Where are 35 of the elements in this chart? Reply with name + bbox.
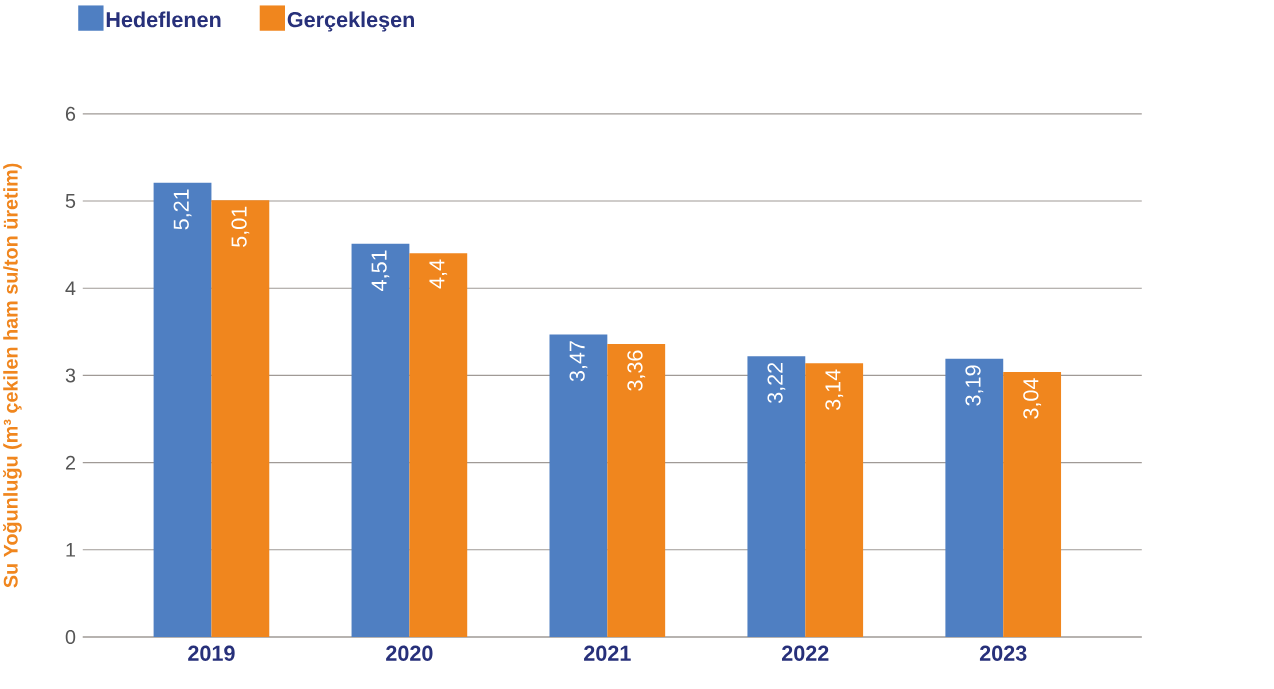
x-tick-label: 2021 [584, 645, 631, 662]
bar [211, 200, 270, 638]
data-label: 3,47 [569, 341, 588, 382]
bar [153, 182, 212, 638]
data-label: 4,4 [429, 259, 448, 289]
bar [351, 244, 410, 638]
y-tick-label: 6 [65, 107, 76, 122]
data-label: 3,04 [1023, 378, 1042, 420]
bar [549, 334, 608, 638]
y-axis-title: Su Yoğunluğu (m³ çekilen ham su/ton üretim) [2, 163, 22, 588]
legend-label: Hedeflenen [106, 11, 221, 28]
bar [747, 356, 806, 638]
data-label: 5,01 [231, 207, 250, 248]
y-tick-label: 2 [65, 455, 75, 470]
bar [945, 359, 1004, 638]
y-tick-label: 0 [65, 630, 76, 645]
data-label: 4,51 [371, 250, 390, 292]
data-label: 5,21 [173, 189, 192, 230]
y-tick-label: 1 [66, 543, 76, 557]
legend-label: Gerçekleşen [287, 11, 414, 32]
data-label: 3,36 [627, 350, 646, 392]
x-tick-label: 2019 [188, 645, 235, 662]
y-tick-label: 4 [65, 281, 76, 296]
y-tick-label: 5 [65, 194, 76, 209]
bar [607, 344, 666, 638]
x-tick-label: 2022 [781, 645, 829, 662]
bar [409, 253, 468, 638]
x-tick-label: 2023 [979, 645, 1027, 662]
x-tick-label: 2020 [386, 645, 433, 662]
bar [1003, 372, 1062, 638]
bar [805, 363, 864, 638]
data-label: 3,14 [825, 369, 844, 411]
data-label: 3,22 [767, 363, 786, 404]
y-tick-label: 3 [65, 368, 76, 383]
data-label: 3,19 [965, 365, 984, 406]
